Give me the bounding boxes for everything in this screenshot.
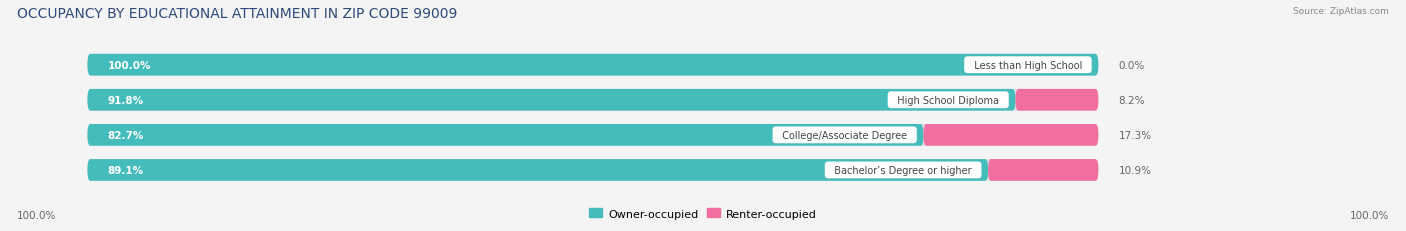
- FancyBboxPatch shape: [87, 55, 1098, 76]
- FancyBboxPatch shape: [87, 125, 1098, 146]
- Text: 10.9%: 10.9%: [1119, 165, 1152, 175]
- Text: Source: ZipAtlas.com: Source: ZipAtlas.com: [1294, 7, 1389, 16]
- Text: 91.8%: 91.8%: [108, 95, 143, 105]
- FancyBboxPatch shape: [87, 90, 1015, 111]
- Text: 100.0%: 100.0%: [17, 210, 56, 220]
- FancyBboxPatch shape: [87, 159, 988, 181]
- Text: 17.3%: 17.3%: [1119, 130, 1152, 140]
- FancyBboxPatch shape: [87, 125, 924, 146]
- Text: High School Diploma: High School Diploma: [891, 95, 1005, 105]
- Text: Less than High School: Less than High School: [967, 61, 1088, 70]
- Text: Bachelor’s Degree or higher: Bachelor’s Degree or higher: [828, 165, 979, 175]
- FancyBboxPatch shape: [87, 55, 1098, 76]
- Legend: Owner-occupied, Renter-occupied: Owner-occupied, Renter-occupied: [585, 204, 821, 223]
- FancyBboxPatch shape: [924, 125, 1098, 146]
- Text: 89.1%: 89.1%: [108, 165, 143, 175]
- FancyBboxPatch shape: [1015, 90, 1098, 111]
- FancyBboxPatch shape: [87, 159, 1098, 181]
- FancyBboxPatch shape: [87, 90, 1098, 111]
- Text: 0.0%: 0.0%: [1119, 61, 1144, 70]
- Text: 8.2%: 8.2%: [1119, 95, 1144, 105]
- FancyBboxPatch shape: [988, 159, 1098, 181]
- Text: 100.0%: 100.0%: [1350, 210, 1389, 220]
- Text: 100.0%: 100.0%: [108, 61, 152, 70]
- Text: OCCUPANCY BY EDUCATIONAL ATTAINMENT IN ZIP CODE 99009: OCCUPANCY BY EDUCATIONAL ATTAINMENT IN Z…: [17, 7, 457, 21]
- Text: 82.7%: 82.7%: [108, 130, 143, 140]
- Text: College/Associate Degree: College/Associate Degree: [776, 130, 914, 140]
